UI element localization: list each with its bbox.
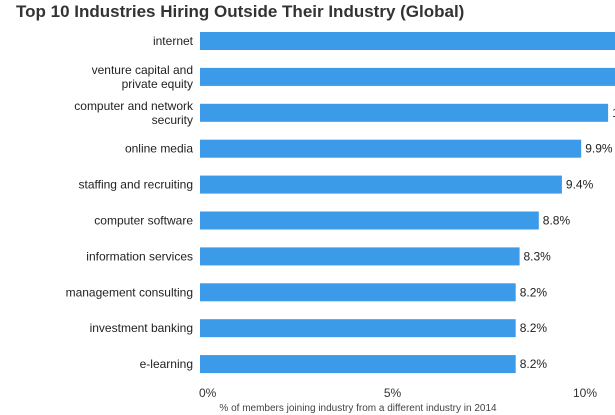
value-label-computer-software: 8.8%	[543, 214, 571, 228]
value-label-investment-banking: 8.2%	[520, 321, 548, 335]
category-label-computer-software: computer software	[94, 214, 193, 228]
bar-venture-capital-and-private-equity	[200, 67, 615, 86]
bar-computer-and-network-security	[200, 103, 609, 122]
value-label-management-consulting: 8.2%	[520, 285, 548, 299]
bar-information-services	[200, 247, 520, 266]
value-label-e-learning: 8.2%	[520, 357, 548, 371]
x-tick-label-10: 10%	[573, 386, 597, 400]
category-label-venture-capital-and-private-equity: venture capital and private equity	[92, 63, 193, 91]
chart-title: Top 10 Industries Hiring Outside Their I…	[16, 2, 464, 21]
bar-staffing-and-recruiting	[200, 175, 562, 194]
bar-management-consulting	[200, 283, 516, 302]
value-label-information-services: 8.3%	[524, 249, 552, 263]
category-label-e-learning: e-learning	[140, 357, 193, 371]
x-tick-label-5: 5%	[384, 386, 402, 400]
bar-internet	[200, 32, 615, 50]
bars-group	[200, 32, 615, 374]
category-label-internet: internet	[153, 34, 194, 48]
category-label-computer-and-network-security: computer and network security	[74, 99, 194, 127]
value-label-online-media: 9.9%	[585, 142, 613, 156]
category-labels-group: internet venture capital and private equit…	[66, 34, 194, 371]
bar-online-media	[200, 139, 582, 158]
category-label-online-media: online media	[125, 142, 193, 156]
bar-e-learning	[200, 355, 516, 374]
value-labels-group: 11.8%11.1%10.6%9.9%9.4%8.8%8.3%8.2%8.2%8…	[520, 106, 615, 371]
x-tick-label-0: 0%	[199, 386, 217, 400]
bar-computer-software	[200, 211, 539, 230]
category-label-management-consulting: management consulting	[66, 285, 193, 299]
value-label-computer-and-network-security: 10.6%	[612, 106, 615, 120]
category-label-staffing-and-recruiting: staffing and recruiting	[78, 178, 193, 192]
bar-investment-banking	[200, 319, 516, 338]
value-label-staffing-and-recruiting: 9.4%	[566, 178, 594, 192]
category-label-investment-banking: investment banking	[90, 321, 193, 335]
x-tick-labels-group: 0%5%10%15%	[199, 386, 597, 400]
x-axis-label: % of members joining industry from a dif…	[219, 403, 497, 414]
category-label-information-services: information services	[86, 249, 193, 263]
